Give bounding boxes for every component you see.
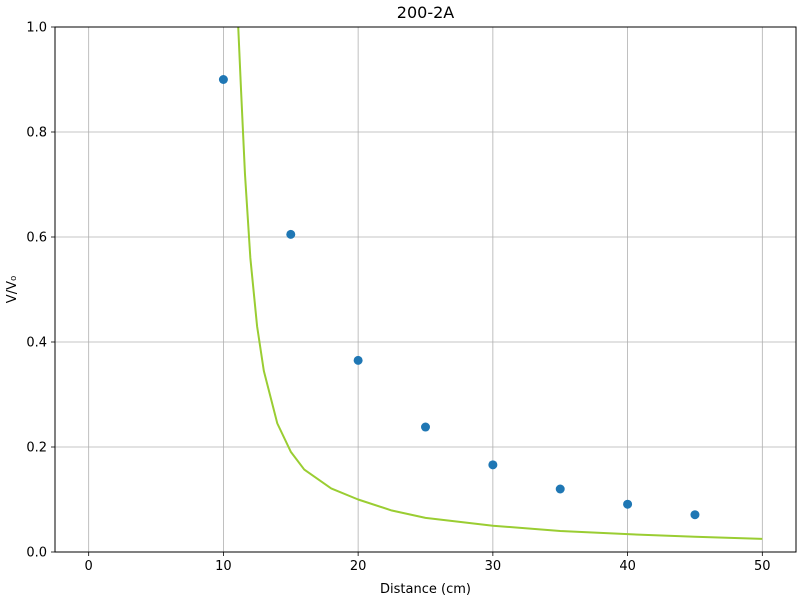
data-point [623,499,633,509]
x-tick-label: 0 [85,559,93,574]
x-tick-label: 40 [619,559,636,574]
y-tick-label: 0.0 [26,546,47,561]
y-tick-label: 1.0 [26,21,47,36]
y-axis-label: V/V₀ [5,276,20,303]
plot-area [218,27,763,540]
data-point [353,355,363,365]
ticks: 0 10 20 30 40 50 0.0 0.2 0.4 0.6 0.8 1.0 [26,21,770,575]
data-point [218,75,228,84]
y-tick-label: 0.4 [26,336,47,351]
x-tick-label: 10 [215,559,232,574]
data-point [286,229,296,239]
chart-title: 200-2A [397,3,454,22]
data-point [421,422,430,432]
data-point [488,460,498,470]
y-tick-label: 0.2 [26,441,47,456]
x-axis-label: Distance (cm) [380,582,471,597]
data-point [555,484,565,494]
x-tick-label: 20 [350,559,367,574]
x-tick-label: 30 [485,559,502,574]
fit-curve [237,27,763,540]
x-tick-label: 50 [754,559,771,574]
data-point [690,510,700,520]
y-tick-label: 0.8 [26,126,47,141]
axes-frame [54,26,797,553]
y-tick-label: 0.6 [26,231,47,246]
